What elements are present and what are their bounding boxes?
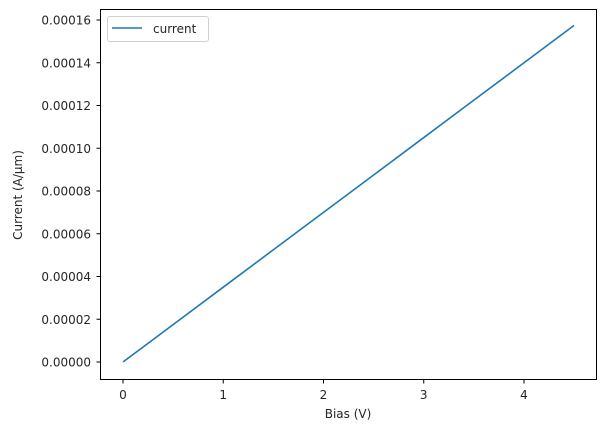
y-tick-label: 0.00012 xyxy=(41,99,91,113)
y-tick-label: 0.00014 xyxy=(41,56,91,70)
y-tick-label: 0.00004 xyxy=(41,270,91,284)
legend: current xyxy=(107,16,209,42)
legend-label: current xyxy=(153,22,197,36)
y-tick-label: 0.00000 xyxy=(41,356,91,370)
x-tick-label: 3 xyxy=(420,388,428,402)
x-axis-label: Bias (V) xyxy=(325,407,372,421)
y-tick-label: 0.00016 xyxy=(41,14,91,28)
plot-frame xyxy=(100,9,597,380)
y-axis-label: Current (A/μm) xyxy=(11,150,25,240)
x-tick-label: 4 xyxy=(520,388,528,402)
x-tick-label: 1 xyxy=(219,388,227,402)
y-tick-label: 0.00002 xyxy=(41,313,91,327)
x-tick-label: 0 xyxy=(119,388,127,402)
y-tick-label: 0.00008 xyxy=(41,185,91,199)
y-tick-label: 0.00006 xyxy=(41,227,91,241)
x-tick-label: 2 xyxy=(320,388,328,402)
current-series-line xyxy=(122,24,575,363)
y-tick-label: 0.00010 xyxy=(41,142,91,156)
